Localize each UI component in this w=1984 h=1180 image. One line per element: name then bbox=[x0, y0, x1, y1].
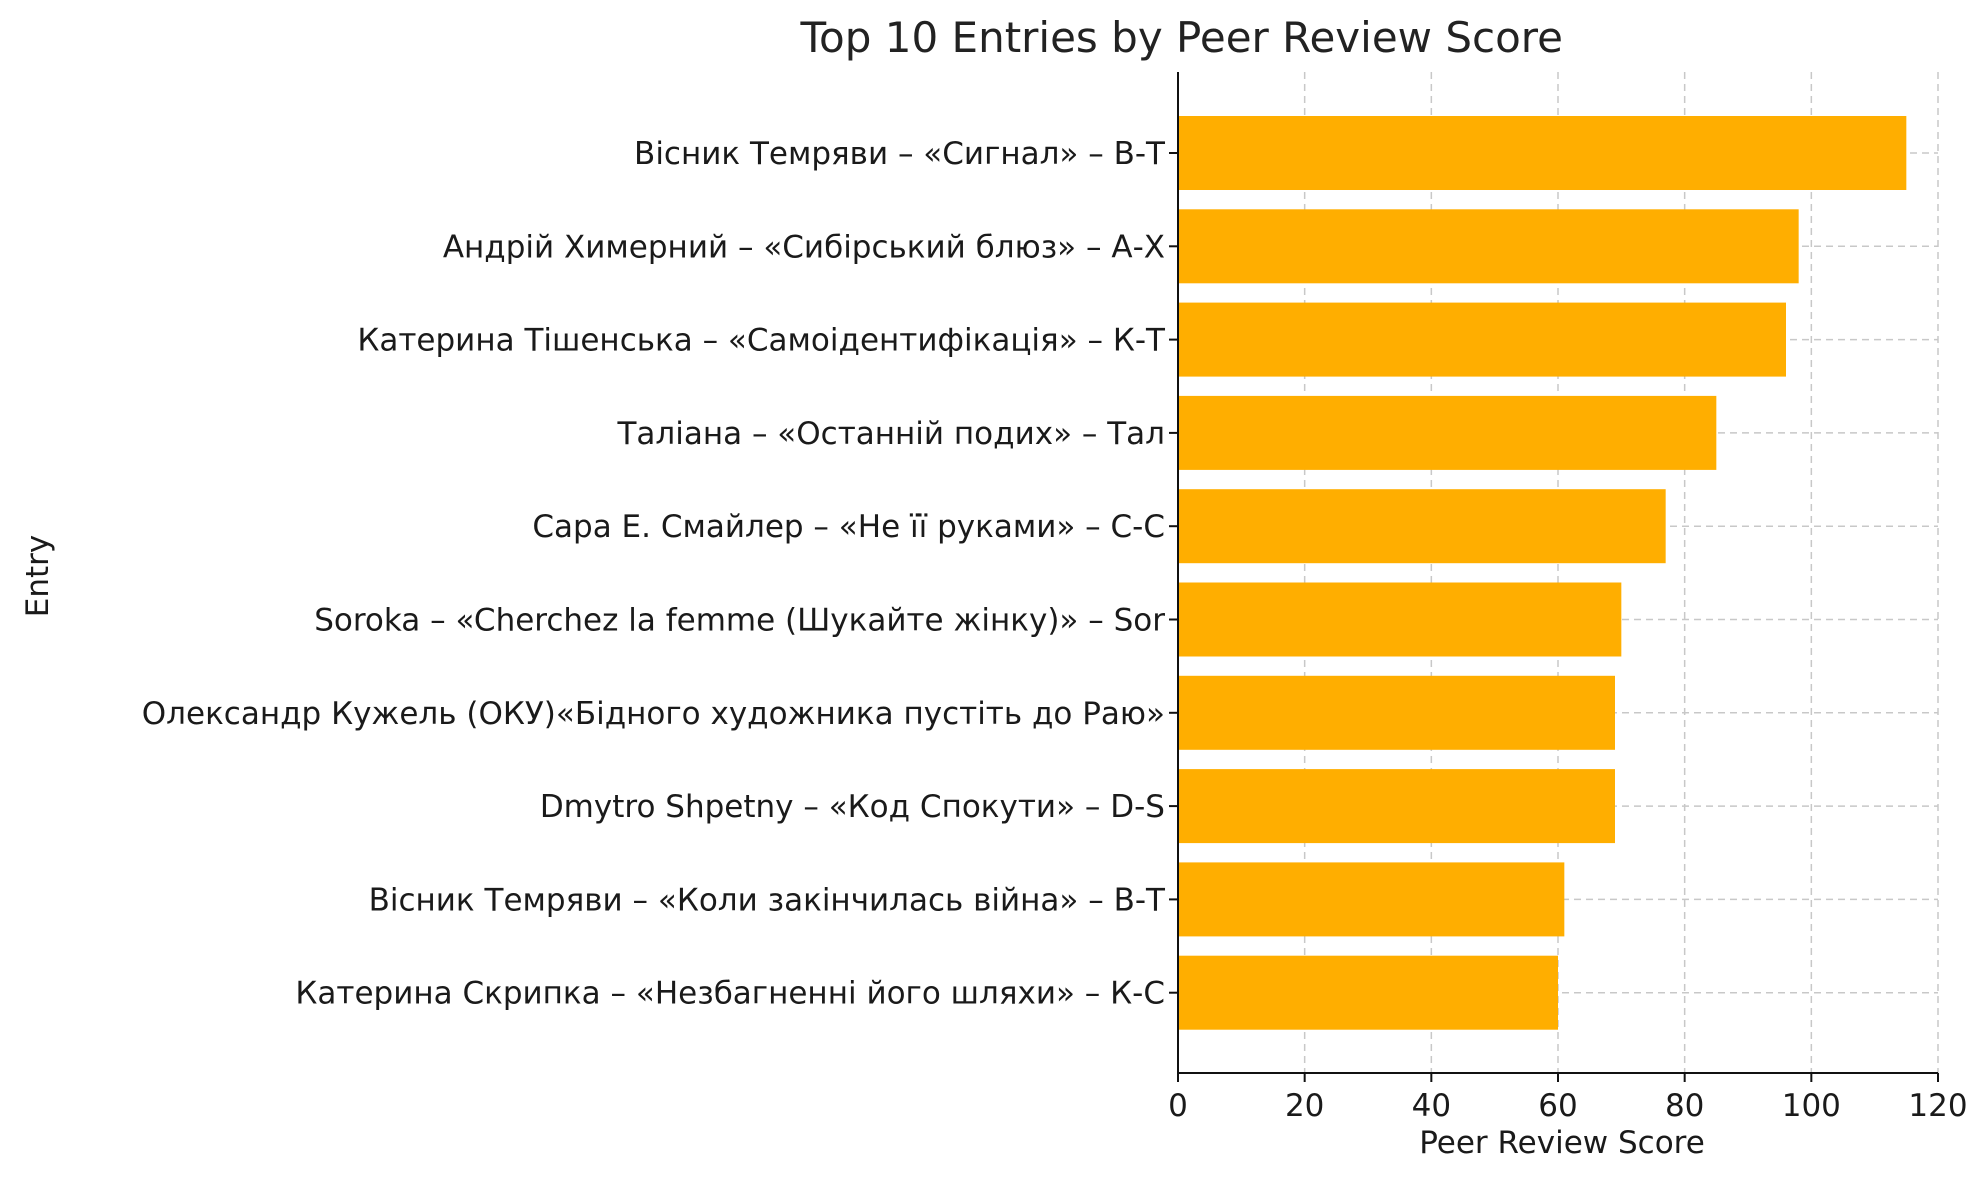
y-tick-label: Soroka – «Cherchez la femme (Шукайте жін… bbox=[314, 603, 1165, 639]
bar bbox=[1178, 209, 1799, 284]
y-tick-label: Dmytro Shpetny – «Код Спокути» – D-S bbox=[540, 789, 1165, 825]
bar bbox=[1178, 675, 1615, 750]
chart-title: Top 10 Entries by Peer Review Score bbox=[800, 13, 1563, 62]
bar bbox=[1178, 582, 1622, 657]
x-axis-title: Peer Review Score bbox=[1419, 1125, 1705, 1161]
bar bbox=[1178, 769, 1615, 844]
y-tick-label: Таліана – «Останній подих» – Тал bbox=[616, 416, 1165, 452]
bar-layer bbox=[1178, 116, 1907, 1030]
axis-layer bbox=[1169, 72, 1939, 1082]
x-tick-label: 80 bbox=[1665, 1088, 1704, 1124]
bar bbox=[1178, 395, 1717, 470]
x-tick-label: 60 bbox=[1538, 1088, 1577, 1124]
x-tick-label: 100 bbox=[1782, 1088, 1841, 1124]
y-tick-label: Вісник Темряви – «Сигнал» – В-Т bbox=[634, 136, 1166, 172]
y-tick-label: Вісник Темряви – «Коли закінчилась війна… bbox=[369, 882, 1166, 918]
y-axis-title: Entry bbox=[20, 535, 56, 617]
bar bbox=[1178, 489, 1666, 564]
x-tick-label: 0 bbox=[1168, 1088, 1188, 1124]
x-tick-label: 120 bbox=[1908, 1088, 1967, 1124]
bar bbox=[1178, 116, 1907, 190]
y-tick-label: Сара Е. Смайлер – «Не її руками» – С-С bbox=[532, 509, 1165, 545]
bar bbox=[1178, 862, 1565, 937]
y-tick-label: Катерина Скрипка – «Незбагненні його шля… bbox=[295, 976, 1165, 1012]
bar bbox=[1178, 302, 1786, 377]
bar bbox=[1178, 955, 1558, 1030]
x-tick-label: 40 bbox=[1412, 1088, 1451, 1124]
x-tick-label: 20 bbox=[1285, 1088, 1324, 1124]
label-layer: Вісник Темряви – «Сигнал» – В-Т Андрій Хи… bbox=[142, 136, 1968, 1124]
y-tick-label: Олександр Кужель (ОКУ)«Бідного художника… bbox=[142, 696, 1165, 732]
y-tick-label: Катерина Тішенська – «Самоідентифікація»… bbox=[357, 323, 1166, 359]
y-tick-label: Андрій Химерний – «Сибірський блюз» – А-… bbox=[443, 229, 1165, 265]
